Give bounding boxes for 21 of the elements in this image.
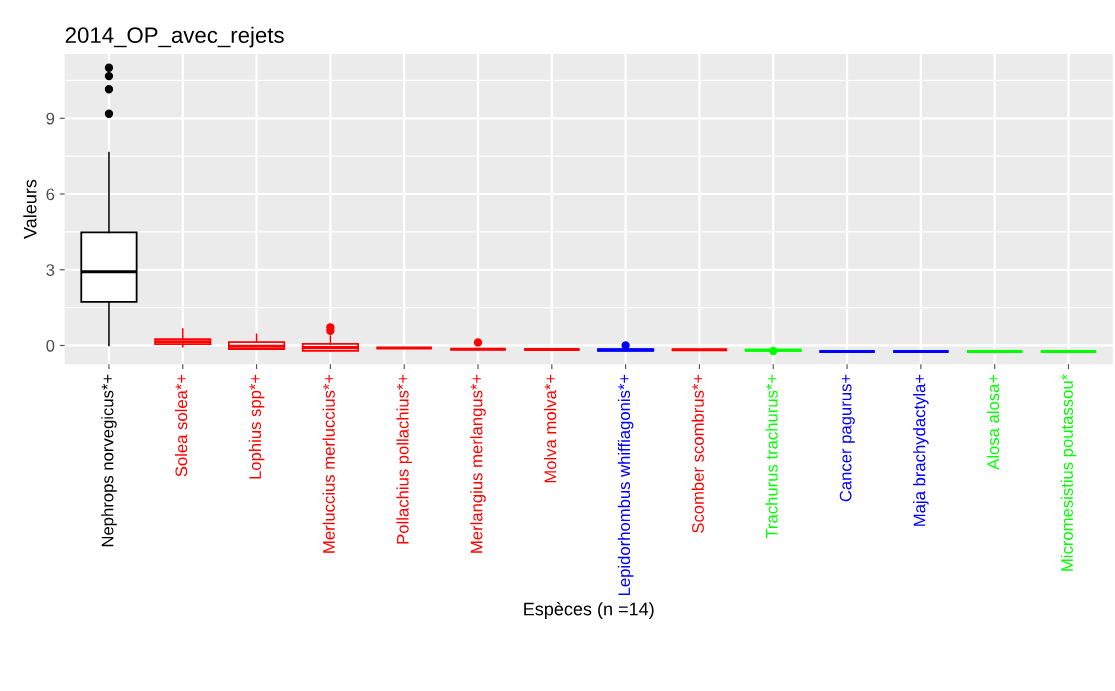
x-tick-label: Maja brachydactyla+ bbox=[913, 374, 929, 526]
y-tick-label: 6 bbox=[46, 188, 55, 201]
x-tick-label: Alosa alosa+ bbox=[986, 374, 1000, 470]
x-tick-label: Cancer pagurus+ bbox=[839, 374, 855, 502]
y-axis-title: Valeurs bbox=[23, 179, 37, 239]
x-tick-label: Lophius spp*+ bbox=[248, 374, 265, 479]
x-tick-label: Merluccius merluccius*+ bbox=[322, 374, 335, 553]
x-axis-title: Espèces (n =14) bbox=[524, 601, 654, 619]
x-tick-label: Micromesistius poutassou* bbox=[1060, 374, 1077, 571]
y-tick-label: 0 bbox=[46, 339, 55, 352]
y-tick-label: 3 bbox=[46, 264, 55, 276]
x-tick-label: Trachurus trachurus*+ bbox=[765, 374, 778, 539]
x-tick-label: Pollachius pollachius*+ bbox=[396, 374, 412, 544]
x-tick-label: Solea solea*+ bbox=[175, 374, 188, 477]
chart-title: 2014_OP_avec_rejets bbox=[65, 26, 284, 48]
x-tick-label: Merlangius merlangus*+ bbox=[470, 374, 486, 553]
x-tick-label: Lepidorhombus whiffiagonis*+ bbox=[617, 374, 634, 596]
x-tick-label: Molva molva*+ bbox=[544, 374, 557, 483]
x-tick-label: Nephrops norvegicus*+ bbox=[101, 374, 117, 547]
y-tick-label: 9 bbox=[46, 112, 55, 125]
x-tick-label: Scomber scombrus*+ bbox=[691, 374, 704, 533]
